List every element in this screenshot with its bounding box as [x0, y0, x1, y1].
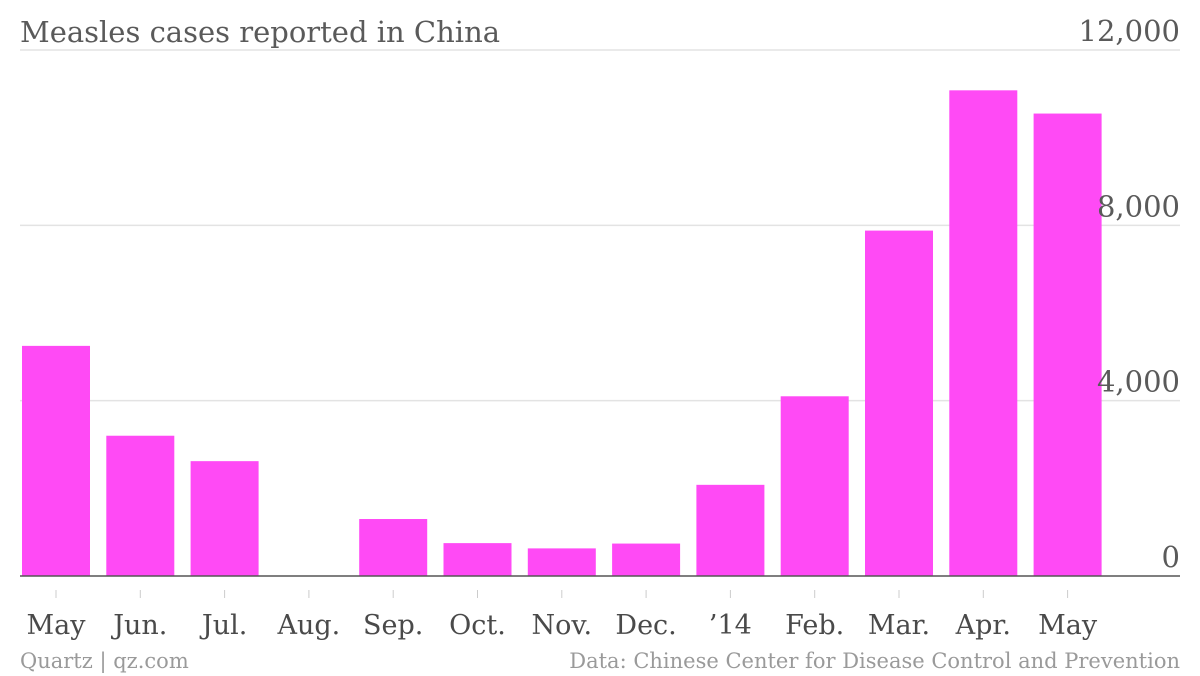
bar — [949, 90, 1018, 577]
data-source: Data: Chinese Center for Disease Control… — [569, 649, 1180, 673]
x-tick-label: Oct. — [449, 610, 506, 641]
x-tick-label: Feb. — [785, 610, 844, 641]
bars — [22, 90, 1102, 577]
x-tick-label: Nov. — [532, 610, 593, 641]
y-tick-label: 4,000 — [1097, 365, 1180, 399]
bar — [22, 345, 90, 576]
x-tick-label: Apr. — [955, 610, 1011, 641]
x-tick-label: Aug. — [277, 610, 341, 641]
x-tick-label: May — [1038, 610, 1098, 641]
x-tick-label: Jul. — [199, 610, 247, 641]
bar — [190, 461, 259, 576]
y-tick-label: 8,000 — [1097, 189, 1180, 223]
x-tick-label: Dec. — [615, 610, 676, 641]
bar — [780, 396, 849, 576]
x-tick-label: Jun. — [110, 610, 167, 641]
bar — [696, 484, 765, 576]
source-credit: Quartz | qz.com — [20, 649, 189, 674]
x-tick-label: ’14 — [709, 610, 752, 641]
y-tick-label: 0 — [1162, 540, 1180, 574]
bar — [1033, 113, 1102, 576]
bar — [527, 548, 596, 576]
y-tick-label: 12,000 — [1079, 14, 1180, 48]
x-tick-label: Mar. — [868, 610, 930, 641]
x-tick-label: May — [27, 610, 87, 641]
bar — [443, 543, 512, 576]
bar — [865, 230, 933, 577]
chart-title: Measles cases reported in China — [20, 15, 500, 49]
x-tick-label: Sep. — [363, 610, 423, 641]
x-tick-labels: May Jun. Jul. Aug. Sep. Oct. Nov. Dec. ’14 Feb. Ma… — [27, 590, 1098, 641]
bar — [106, 435, 175, 576]
y-tick-labels: 0 4,000 8,000 12,000 — [1079, 14, 1180, 574]
bar — [359, 519, 428, 576]
bar — [612, 543, 681, 576]
